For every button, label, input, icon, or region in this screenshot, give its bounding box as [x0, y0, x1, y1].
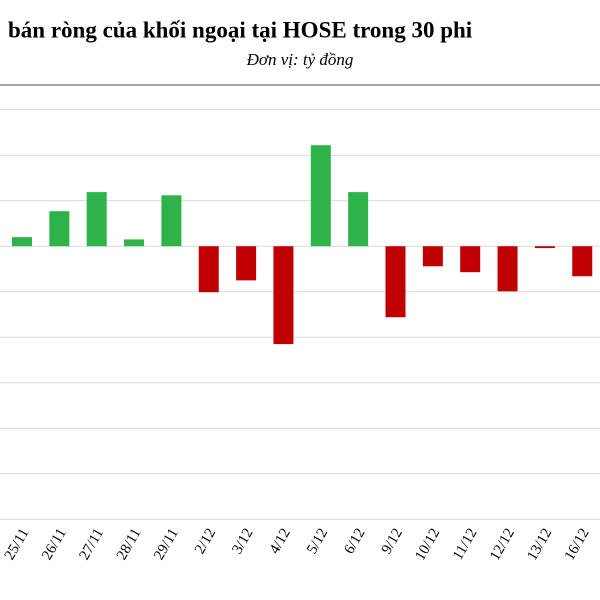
- bar: [497, 246, 518, 292]
- x-tick-label: 26/11: [39, 526, 70, 563]
- x-tick-label: 9/12: [379, 526, 406, 557]
- x-tick-label: 16/12: [562, 526, 593, 564]
- x-tick-label: 13/12: [524, 526, 555, 564]
- bar: [385, 246, 406, 318]
- x-tick-label: 12/12: [487, 526, 518, 564]
- x-tick-label: 11/12: [450, 526, 481, 563]
- bar: [422, 246, 443, 267]
- x-tick-label: 6/12: [341, 526, 368, 557]
- x-tick-label: 27/11: [76, 526, 107, 563]
- x-tick-label: 28/11: [114, 526, 145, 563]
- bar: [236, 246, 257, 281]
- bar: [12, 237, 32, 247]
- bar: [460, 246, 481, 273]
- bar: [198, 246, 219, 293]
- x-tick-label: 10/12: [412, 526, 443, 564]
- bar: [310, 145, 331, 247]
- bar: [572, 246, 593, 277]
- x-tick-label: 29/11: [151, 526, 182, 563]
- bar: [273, 246, 294, 345]
- bar: [49, 211, 70, 247]
- x-tick-label: 4/12: [267, 526, 294, 557]
- x-tick-label: 25/11: [2, 526, 33, 563]
- bar: [86, 192, 107, 247]
- bar: [348, 192, 369, 247]
- x-tick-label: 3/12: [229, 526, 256, 557]
- x-tick-label: 2/12: [192, 526, 219, 557]
- bar: [161, 195, 182, 247]
- x-tick-label: 5/12: [304, 526, 331, 557]
- chart-subtitle: Đơn vị: tỷ đồng: [246, 50, 354, 69]
- chart-title: bán ròng của khối ngoại tại HOSE trong 3…: [8, 17, 473, 42]
- bar: [534, 246, 555, 249]
- bar: [124, 239, 145, 247]
